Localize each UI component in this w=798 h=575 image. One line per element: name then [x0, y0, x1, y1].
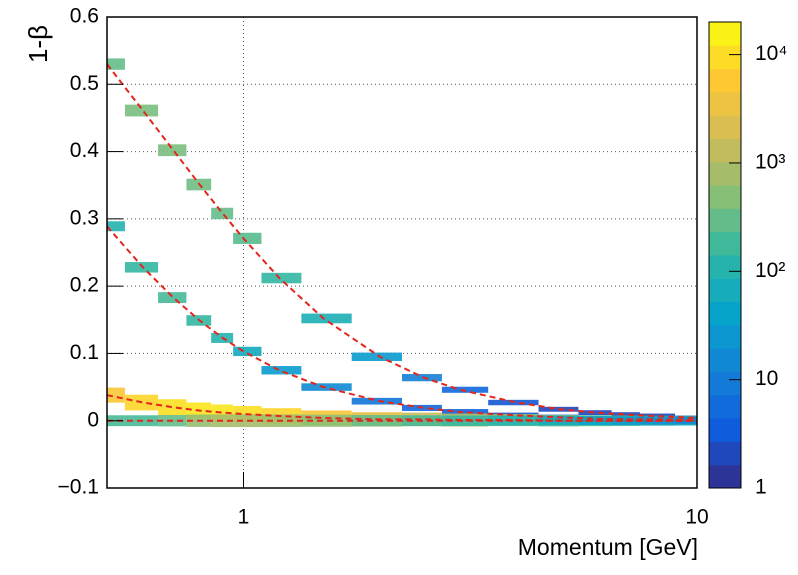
heat-cell [301, 313, 352, 324]
heat-cell [611, 412, 640, 418]
heat-cell [261, 366, 302, 375]
y-tick-label: 0.3 [70, 206, 99, 229]
colorbar-step [709, 441, 741, 466]
colorbar-step [709, 348, 741, 372]
heat-cell [107, 387, 125, 403]
theory-curve [106, 63, 698, 419]
y-tick-label: −0.1 [58, 476, 99, 499]
colorbar-step [709, 115, 741, 139]
heat-cell [233, 232, 262, 244]
heat-cell [107, 58, 125, 70]
colorbar-step [709, 91, 741, 116]
colorbar-tick-label: 10² [755, 259, 785, 282]
y-tick-label: 0.5 [70, 72, 99, 95]
heat-cell [301, 383, 352, 391]
x-tick-label: 1 [238, 506, 250, 529]
x-axis-title: Momentum [GeV] [518, 534, 698, 560]
colorbar-step [709, 231, 741, 256]
y-axis-title: 1-β [23, 25, 53, 63]
colorbar-tick-label: 10³ [755, 151, 785, 174]
colorbar-step [709, 161, 741, 186]
heat-cell [488, 415, 539, 426]
colorbar-tick-label: 10⁴ [755, 42, 787, 65]
colorbar-step [709, 418, 741, 442]
colorbar-step [709, 185, 741, 209]
colorbar-step [709, 68, 741, 93]
heat-cell [402, 374, 442, 382]
heat-cell [211, 207, 234, 220]
heat-cell [351, 397, 402, 405]
heat-cell [233, 346, 262, 357]
plot-frame [106, 16, 698, 489]
colorbar-step [709, 464, 741, 489]
heat-cell [107, 221, 125, 232]
theory-curve [106, 225, 698, 421]
colorbar-tick-label: 10 [755, 367, 778, 390]
heat-cell [158, 399, 187, 416]
y-tick-label: 0.6 [70, 5, 99, 28]
colorbar-step [709, 324, 741, 349]
heat-cell [158, 292, 187, 304]
colorbar-step [709, 301, 741, 326]
theory-curve [106, 394, 697, 422]
colorbar-frame [708, 21, 742, 489]
colorbar-tick-label: 1 [755, 476, 767, 499]
colorbar-step [709, 138, 741, 163]
heat-cell [124, 262, 159, 273]
x-tick-label: 10 [685, 506, 708, 529]
heat-cell [124, 104, 159, 117]
heat-cell [578, 416, 612, 426]
heat-cell [351, 414, 402, 427]
heat-cell [351, 352, 402, 362]
y-tick-label: 0.4 [70, 139, 100, 162]
heat-cell [578, 410, 612, 416]
colorbar-step [709, 45, 741, 70]
y-tick-label: 0 [87, 408, 99, 431]
colorbar-step [709, 278, 741, 303]
colorbar-step [709, 394, 741, 419]
heat-cell [441, 409, 489, 415]
y-tick-label: 0.1 [70, 341, 99, 364]
heat-cell [441, 415, 489, 426]
heat-cell [261, 272, 302, 284]
heat-cell [158, 144, 187, 157]
colorbar-step [709, 22, 741, 46]
colorbar-step [709, 255, 741, 279]
heat-cells [107, 58, 697, 428]
y-tick-label: 0.2 [70, 274, 99, 297]
colorbar-step [709, 208, 741, 233]
heat-cell [441, 386, 489, 393]
colorbar-step [709, 371, 741, 396]
